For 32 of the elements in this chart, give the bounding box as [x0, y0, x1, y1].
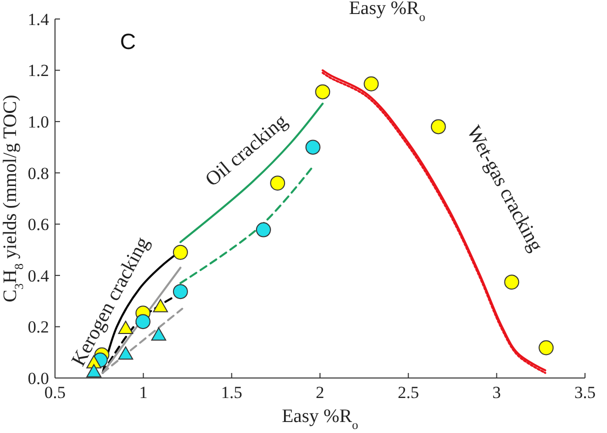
point [118, 320, 134, 334]
point [135, 314, 150, 330]
point [151, 327, 166, 341]
y-tick-label: 0.8 [28, 164, 49, 183]
point [172, 284, 188, 300]
y-tick-label: 0.4 [28, 266, 50, 286]
point [430, 119, 446, 134]
x-axis-title: Easy %R$_{o}$ [282, 406, 358, 432]
y-tick-label: 1.2 [28, 61, 49, 80]
annotation: C [120, 29, 136, 54]
x-tick-label: 3.5 [574, 383, 596, 402]
point [118, 346, 134, 360]
x-tick-label: 3 [492, 383, 501, 402]
point [364, 76, 379, 92]
point [172, 244, 188, 260]
point [504, 274, 520, 290]
x-tick-label: 1 [139, 383, 148, 402]
x-tick-label: 2 [316, 383, 324, 402]
x-tick-label: 2.5 [398, 383, 419, 402]
y-tick-label: 0.2 [28, 318, 49, 337]
point [538, 340, 554, 356]
point [256, 222, 271, 238]
point [305, 140, 320, 155]
point [315, 84, 330, 100]
line-series [179, 102, 324, 244]
y-tick-label: 1.4 [28, 10, 50, 29]
y-tick-label: 1.0 [28, 112, 49, 132]
point [152, 298, 168, 312]
y-tick-label: 0.6 [28, 215, 49, 234]
chart-title: Easy %R$_{o}$ [348, 0, 426, 24]
point [270, 176, 286, 191]
x-tick-label: 1.5 [221, 383, 242, 402]
